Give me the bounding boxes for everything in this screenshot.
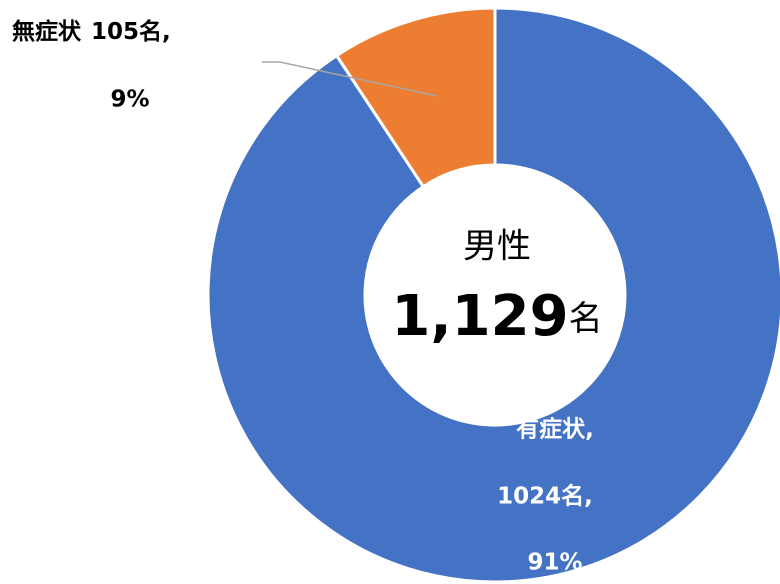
leader-line <box>262 61 438 97</box>
total: 1,129 <box>391 284 568 349</box>
center-total: 1,129名 <box>391 284 602 349</box>
category-label: 無症状 <box>12 18 82 45</box>
total-unit: 名 <box>569 299 603 339</box>
percent-label: 91% <box>527 550 582 576</box>
center-title: 男性 <box>463 227 531 267</box>
percent-label: 9% <box>110 87 149 113</box>
label-no-symptom: 無症状 105名, <box>12 18 171 45</box>
slice <box>334 6 497 189</box>
slices <box>206 6 780 584</box>
value-label: 1024名, <box>497 483 593 510</box>
category-label: 有症状, <box>516 416 594 443</box>
value-label: 105名, <box>91 18 171 45</box>
slice <box>206 6 780 584</box>
